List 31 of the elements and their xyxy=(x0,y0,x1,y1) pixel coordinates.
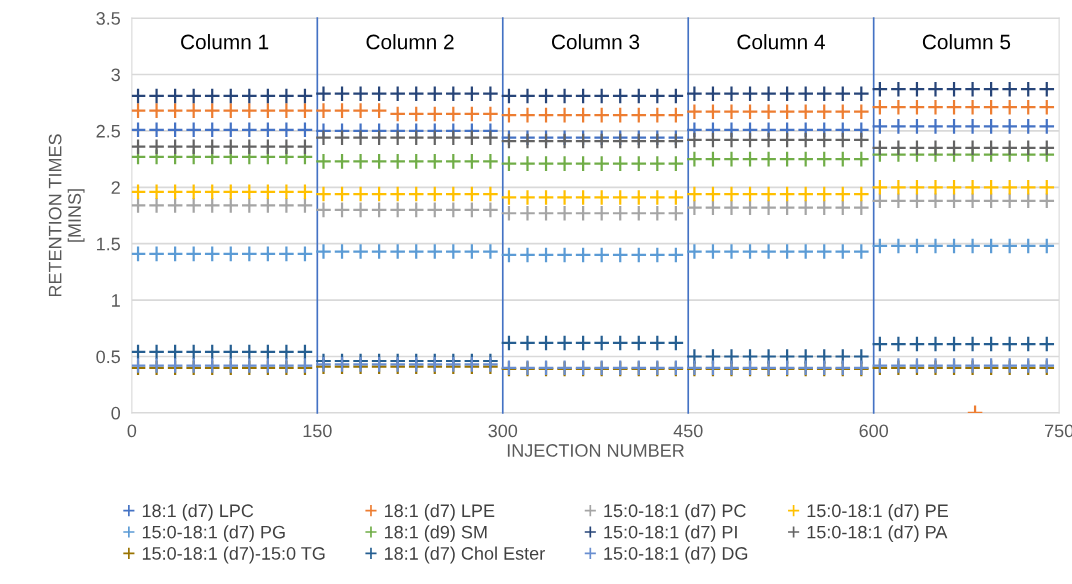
y-tick-label: 2.5 xyxy=(96,124,120,138)
legend-label: 15:0-18:1 (d7) PA xyxy=(807,525,948,543)
y-tick-label: 1 xyxy=(112,294,120,307)
legend-label: 15:0-18:1 (d7) PE xyxy=(807,503,948,521)
legend-label: 18:1 (d7) LPE xyxy=(384,503,495,521)
y-tick-label: 0 xyxy=(111,406,121,420)
x-tick-label: 150 xyxy=(303,424,332,438)
legend-label: 15:0-18:1 (d7)-15:0 TG xyxy=(142,546,325,564)
y-tick-label: 1.5 xyxy=(97,237,120,251)
x-tick-label: 0 xyxy=(127,424,137,438)
annotation: Column 5 xyxy=(922,34,1011,50)
legend-label: 18:1 (d7) Chol Ester xyxy=(384,546,545,564)
annotation: Column 3 xyxy=(551,34,640,50)
y-tick-label: 3.5 xyxy=(96,12,120,25)
annotation: Column 4 xyxy=(737,34,825,50)
legend-label: 15:0-18:1 (d7) PC xyxy=(604,503,746,521)
legend-label: 15:0-18:1 (d7) PI xyxy=(604,525,737,543)
legend-label: 18:1 (d7) LPC xyxy=(142,503,254,521)
annotation: Column 2 xyxy=(366,34,454,50)
y-tick-label: 3 xyxy=(111,68,120,82)
legend-label: 15:0-18:1 (d7) PG xyxy=(142,525,285,543)
x-tick-label: 600 xyxy=(859,424,889,438)
x-axis-title: INJECTION NUMBER xyxy=(507,444,684,457)
annotation: Column 1 xyxy=(181,34,269,50)
legend-label: 18:1 (d9) SM xyxy=(384,525,487,543)
y-tick-label: 0.5 xyxy=(96,350,120,364)
x-tick-label: 450 xyxy=(673,424,703,438)
y-axis-title: RETENTION TIMES [MINS] xyxy=(48,134,85,297)
y-tick-label: 2 xyxy=(111,181,120,194)
legend-label: 15:0-18:1 (d7) DG xyxy=(604,546,748,564)
x-tick-label: 300 xyxy=(488,424,518,438)
